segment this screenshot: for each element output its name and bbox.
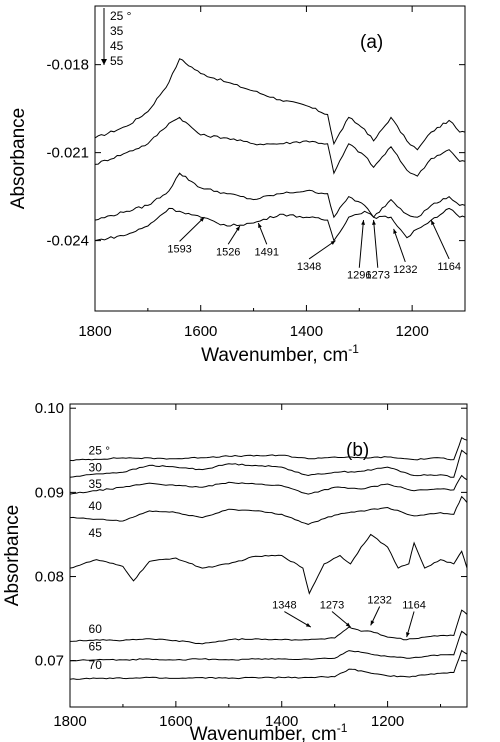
- panel-a-y-axis-label: Absorbance: [8, 108, 29, 209]
- panel-b-y-axis-label: Absorbance: [2, 505, 23, 606]
- panel-b-series-40: [69, 495, 468, 525]
- panel-a-annotation-label: 1491: [255, 246, 279, 258]
- panel-a-annotation-label: 1526: [216, 246, 240, 258]
- panel-b-series-label-65: 65: [89, 640, 103, 654]
- panel-a-x-axis-label-sup: -1: [348, 342, 359, 356]
- panel-b-series-label-30: 30: [89, 460, 103, 474]
- panel-b-annotation-arrowhead: [370, 620, 375, 626]
- panel-a-x-axis-label: Wavenumber, cm-1: [201, 342, 359, 366]
- panel-b-annotation-arrow: [284, 611, 312, 628]
- panel-b-y-tick-label: 0.07: [35, 653, 64, 670]
- panel-a-y-tick-label: -0.018: [46, 57, 89, 74]
- panel-b-series-30: [69, 449, 468, 478]
- panel-a-annotation-arrow: [179, 216, 205, 242]
- panel-a-series-35: [94, 116, 466, 177]
- panel-b-annotation-arrowhead: [345, 622, 351, 628]
- panel-b-x-axis-label: Wavenumber, cm-1: [190, 721, 348, 742]
- panel-a-annotation-label: 1273: [366, 270, 390, 282]
- panel-b-series-70: [69, 649, 468, 680]
- panel-a-annotation-label: 1232: [393, 264, 417, 276]
- panel-a-legend-arrow-head: [101, 59, 107, 65]
- panel-b-series-65: [69, 630, 468, 662]
- panel-a-annotation-arrow: [430, 219, 450, 260]
- panel-a-annotation-arrowhead: [235, 225, 240, 231]
- panel-b-x-tick-label: 1800: [53, 713, 86, 730]
- panel-a-annotation-arrowhead: [361, 220, 366, 225]
- panel-a-x-tick-label: 1600: [184, 323, 217, 340]
- panel-b-label: (b): [346, 440, 369, 461]
- panel-a-x-tick-label: 1400: [290, 323, 323, 340]
- panel-a-series-55: [94, 207, 466, 242]
- panel-a-series-25: [94, 58, 466, 151]
- panel-b-series-label-45: 45: [89, 526, 103, 540]
- panel-a-plot-frame: [94, 5, 466, 312]
- panel-b-series-25: [69, 436, 468, 462]
- panel-a-y-tick-label: -0.021: [46, 145, 89, 162]
- panel-a-legend-item: 35: [110, 24, 124, 38]
- panel-a-label: (a): [360, 32, 383, 53]
- panel-b-annotation-arrowhead: [305, 623, 311, 628]
- panel-a-annotation-arrowhead: [393, 228, 398, 234]
- panel-b-annotation-label: 1164: [402, 600, 426, 612]
- panel-b-x-axis-label-text: Wavenumber, cm: [190, 724, 337, 742]
- panel-b-annotation-label: 1348: [272, 600, 296, 612]
- panel-b-x-axis-label-sup: -1: [337, 721, 348, 735]
- panel-a-y-tick-label: -0.024: [46, 233, 89, 250]
- panel-b-series-label-40: 40: [89, 499, 103, 513]
- panel-a-annotation-arrowhead: [431, 220, 435, 226]
- panel-a-annotation-label: 1164: [437, 261, 461, 273]
- panel-a-x-axis-label-text: Wavenumber, cm: [201, 345, 348, 366]
- panel-b-x-tick-label: 1600: [159, 713, 192, 730]
- panel-b-series-label-25: 25 °: [89, 444, 111, 458]
- panel-a-annotation-arrow: [393, 228, 406, 263]
- panel-a-legend-item: 55: [110, 54, 124, 68]
- panel-b-annotation-arrowhead: [406, 632, 410, 638]
- panel-a-x-tick-label: 1200: [395, 323, 428, 340]
- panel-a-legend-item: 45: [110, 39, 124, 53]
- panel-a-annotation-arrowhead: [372, 220, 376, 225]
- panel-b-y-tick-label: 0.08: [35, 569, 64, 586]
- panel-a-annotation-arrow: [358, 220, 365, 268]
- panel-b-series-label-60: 60: [89, 622, 103, 636]
- panel-a-annotation-arrowhead: [330, 240, 336, 245]
- panel-b-series-label-70: 70: [89, 658, 103, 672]
- panel-b-x-tick-label: 1200: [371, 713, 404, 730]
- panel-a-annotation-arrowhead: [199, 217, 205, 222]
- panel-b-series-label-35: 35: [89, 477, 103, 491]
- panel-a-annotation-label: 1348: [297, 261, 321, 273]
- panel-b-series-45: [69, 533, 468, 595]
- panel-b-plot-frame: [69, 403, 468, 708]
- panel-a-annotation-label: 1593: [167, 243, 191, 255]
- panel-b-y-tick-label: 0.10: [35, 400, 64, 417]
- panel-b-annotation-label: 1232: [367, 594, 391, 606]
- panel-b-annotation-label: 1273: [320, 600, 344, 612]
- panel-a-annotation-arrow: [373, 220, 379, 268]
- panel-a-x-tick-label: 1800: [78, 323, 111, 340]
- panel-b-series-60: [69, 609, 468, 645]
- panel-a-annotation-label: 1296: [347, 270, 371, 282]
- panel-b-x-tick-label: 1400: [265, 713, 298, 730]
- panel-b-series-35: [69, 474, 468, 495]
- panel-a-annotation-arrowhead: [258, 223, 262, 229]
- panel-a-legend-item: 25 °: [110, 9, 132, 23]
- panel-b-y-tick-label: 0.09: [35, 484, 64, 501]
- panel-a-series-45: [94, 172, 466, 221]
- panel-a-annotation-arrow: [308, 240, 336, 260]
